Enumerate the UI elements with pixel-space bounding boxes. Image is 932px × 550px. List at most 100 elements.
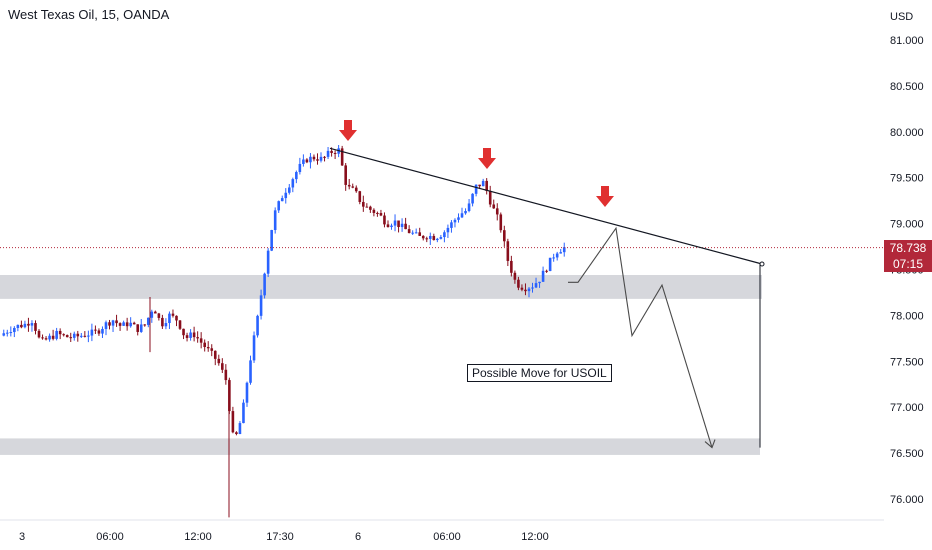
candle-body: [171, 313, 175, 316]
candle-body: [481, 180, 485, 187]
support-zone: [0, 275, 762, 299]
candle-body: [90, 329, 94, 336]
candle-body: [2, 333, 6, 336]
candle-body: [517, 279, 520, 288]
candle-body: [555, 253, 559, 258]
x-tick-label: 17:30: [266, 531, 294, 543]
candle-body: [277, 201, 281, 211]
candle-body: [136, 324, 140, 332]
x-tick-label: 06:00: [96, 531, 124, 543]
candle-body: [446, 227, 450, 233]
candle-body: [104, 322, 108, 329]
candle-body: [132, 322, 136, 325]
candle-body: [538, 281, 541, 284]
y-tick-label: 76.500: [890, 448, 924, 460]
down-arrow-icon: [478, 148, 496, 169]
candle-body: [5, 332, 9, 334]
candle-body: [199, 338, 203, 343]
candle-body: [270, 230, 273, 251]
candle-body: [428, 235, 432, 239]
candle-body: [217, 358, 221, 364]
candle-body: [499, 214, 503, 231]
candle-body: [524, 289, 527, 292]
candle-body: [273, 210, 277, 231]
axis-currency: USD: [890, 11, 913, 23]
candle-body: [545, 270, 548, 272]
candle-body: [358, 191, 362, 202]
candle-body: [224, 369, 228, 381]
support-zones: [0, 275, 762, 455]
candle-body: [154, 311, 157, 314]
candle-body: [418, 232, 422, 236]
candle-body: [376, 212, 379, 214]
candle-body: [326, 150, 330, 157]
x-tick-label: 12:00: [521, 531, 549, 543]
candle-body: [23, 323, 27, 328]
candle-body: [27, 323, 30, 326]
candle-body: [118, 323, 122, 326]
trendline-anchor: [759, 261, 765, 267]
candle-body: [488, 190, 492, 205]
candle-body: [175, 315, 178, 321]
projected-arrowhead: [704, 439, 716, 449]
candle-body: [457, 217, 460, 220]
candle-body: [203, 342, 206, 348]
candle-body: [178, 320, 182, 329]
candle-body: [129, 322, 132, 327]
x-tick-label: 06:00: [433, 531, 461, 543]
annotation-label[interactable]: Possible Move for USOIL: [467, 364, 612, 382]
candle-body: [249, 360, 252, 383]
candle-body: [414, 232, 418, 234]
candle-body: [87, 335, 90, 337]
candle-body: [520, 287, 524, 290]
candle-body: [139, 324, 143, 332]
candle-body: [291, 179, 295, 188]
candle-body: [235, 432, 238, 435]
candle-body: [552, 257, 555, 259]
candle-body: [471, 193, 474, 204]
candle-body: [390, 225, 393, 228]
candle-body: [531, 287, 534, 289]
candle-body: [9, 332, 13, 334]
candle-body: [478, 184, 481, 187]
candle-body: [323, 156, 326, 158]
candle-body: [62, 334, 65, 336]
candle-body: [51, 335, 55, 339]
candle-body: [347, 184, 351, 187]
candle-body: [379, 213, 383, 216]
candle-body: [115, 320, 118, 324]
y-tick-label: 78.000: [890, 310, 924, 322]
candle-body: [421, 235, 425, 239]
candle-body: [245, 382, 249, 403]
candle-body: [280, 198, 284, 202]
x-tick-label: 6: [355, 531, 361, 543]
down-arrow-icon: [596, 186, 614, 207]
price-axis-bg: [884, 0, 932, 550]
candle-body: [344, 165, 347, 185]
candle-body: [295, 172, 298, 180]
y-tick-label: 76.000: [890, 494, 924, 506]
candle-body: [513, 272, 517, 280]
candle-body: [259, 295, 263, 316]
y-tick-label: 77.500: [890, 356, 924, 368]
candle-body: [125, 322, 129, 327]
candle-body: [559, 252, 563, 254]
x-tick-label: 12:00: [184, 531, 212, 543]
candle-body: [97, 330, 101, 334]
candle-body: [231, 411, 235, 433]
candle-body: [386, 224, 390, 228]
candle-body: [30, 323, 34, 326]
candle-body: [146, 317, 150, 325]
price-axis: USD76.00076.50077.00077.50078.00078.5007…: [884, 0, 932, 550]
candle-body: [168, 313, 171, 324]
candle-body: [164, 323, 168, 327]
candle-body: [351, 186, 355, 188]
time-axis: 3 06:00 12:00 17:30 6 06:00 12:00: [0, 519, 884, 543]
candle-body: [319, 156, 323, 161]
candle-body: [464, 211, 467, 214]
candle-body: [450, 222, 453, 228]
candle-body: [404, 223, 407, 230]
candle-body: [13, 327, 16, 333]
